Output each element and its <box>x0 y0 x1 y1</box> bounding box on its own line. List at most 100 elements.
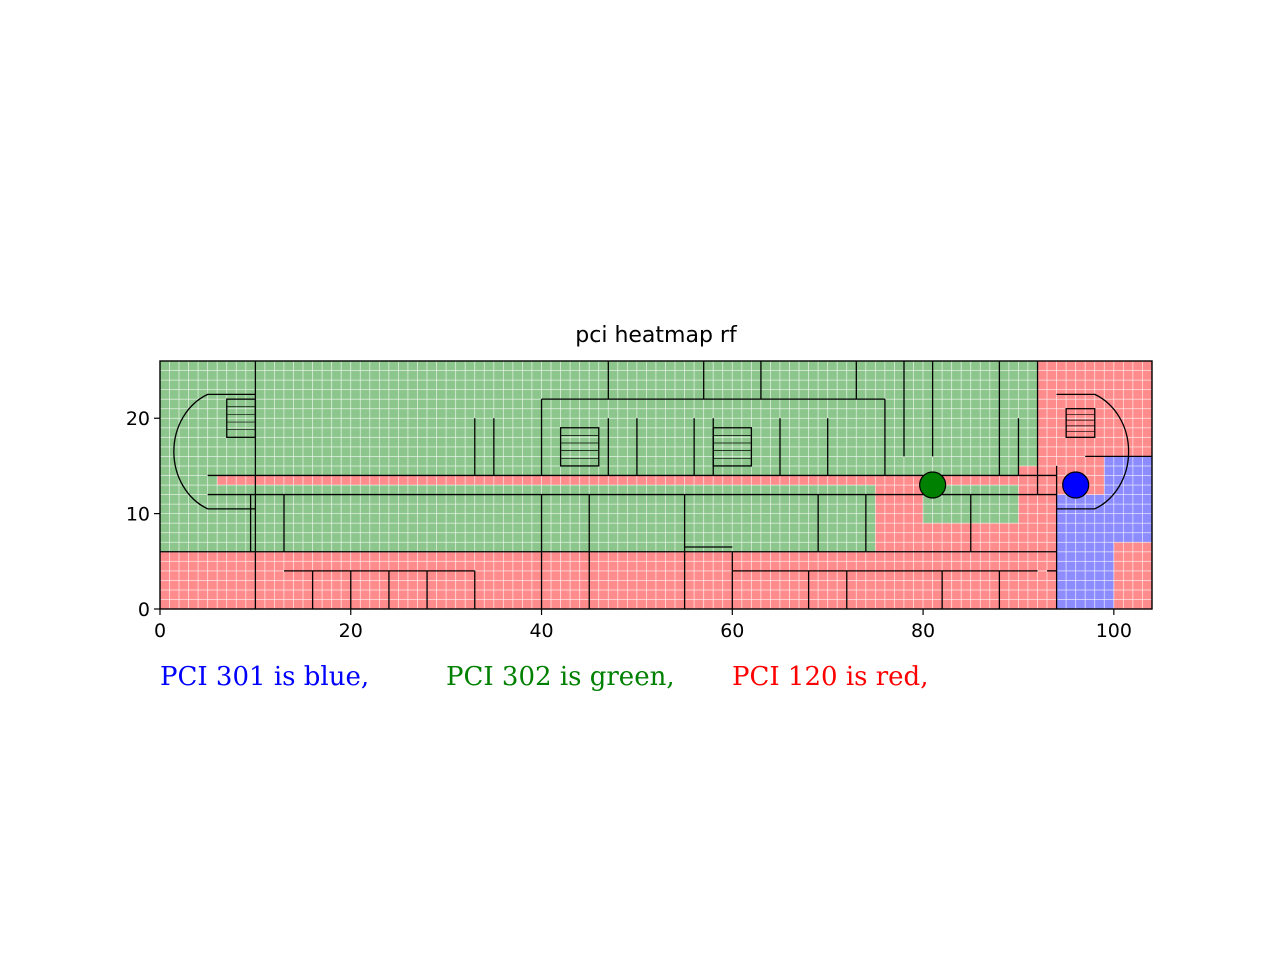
heatmap-cell-pci-302 <box>531 494 542 505</box>
heatmap-cell-pci-120 <box>798 599 810 609</box>
heatmap-cell-pci-120 <box>398 475 409 486</box>
heatmap-cell-pci-302 <box>160 532 170 543</box>
heatmap-cell-pci-302 <box>560 436 571 448</box>
heatmap-cell-pci-120 <box>1142 436 1152 448</box>
heatmap-cell-pci-302 <box>693 446 705 457</box>
heatmap-cell-pci-301 <box>1122 503 1134 515</box>
heatmap-cell-pci-302 <box>884 427 895 438</box>
heatmap-cell-pci-120 <box>1103 417 1115 429</box>
heatmap-cell-pci-302 <box>607 370 619 381</box>
heatmap-cell-pci-302 <box>264 389 275 400</box>
heatmap-cell-pci-302 <box>445 361 457 371</box>
heatmap-cell-pci-302 <box>932 455 943 467</box>
heatmap-cell-pci-120 <box>245 589 256 600</box>
heatmap-cell-pci-120 <box>1132 560 1143 572</box>
heatmap-cell-pci-302 <box>874 446 886 457</box>
heatmap-cell-pci-120 <box>293 551 304 562</box>
heatmap-cell-pci-302 <box>836 408 848 419</box>
heatmap-cell-pci-120 <box>951 570 962 581</box>
heatmap-cell-pci-302 <box>731 361 743 371</box>
heatmap-cell-pci-120 <box>1142 398 1152 410</box>
heatmap-cell-pci-120 <box>483 551 495 562</box>
heatmap-cell-pci-302 <box>1018 455 1029 467</box>
heatmap-cell-pci-120 <box>894 570 905 581</box>
heatmap-cell-pci-302 <box>979 389 991 400</box>
heatmap-cell-pci-302 <box>502 398 514 410</box>
heatmap-cell-pci-302 <box>188 408 199 419</box>
heatmap-cell-pci-302 <box>436 532 447 543</box>
heatmap-cell-pci-120 <box>655 579 666 591</box>
heatmap-cell-pci-302 <box>779 446 790 457</box>
heatmap-cell-pci-120 <box>903 484 914 495</box>
heatmap-cell-pci-120 <box>1132 427 1143 438</box>
heatmap-cell-pci-120 <box>407 599 418 609</box>
heatmap-cell-pci-120 <box>598 570 609 581</box>
heatmap-cell-pci-120 <box>1027 589 1038 600</box>
heatmap-cell-pci-302 <box>560 484 571 495</box>
heatmap-cell-pci-302 <box>894 417 905 429</box>
stairwell-box <box>712 427 753 467</box>
heatmap-cell-pci-120 <box>684 579 695 591</box>
heatmap-cell-pci-302 <box>197 532 209 543</box>
heatmap-cell-pci-302 <box>350 446 361 457</box>
heatmap-cell-pci-120 <box>1027 551 1038 562</box>
heatmap-cell-pci-120 <box>483 589 495 600</box>
heatmap-cell-pci-120 <box>235 589 247 600</box>
heatmap-cell-pci-301 <box>1084 570 1096 581</box>
heatmap-cell-pci-302 <box>226 541 237 553</box>
heatmap-cell-pci-302 <box>846 389 857 400</box>
heatmap-cell-pci-302 <box>607 522 619 534</box>
heatmap-cell-pci-302 <box>426 408 438 419</box>
heatmap-cell-pci-302 <box>827 455 838 467</box>
heatmap-cell-pci-302 <box>274 503 285 515</box>
heatmap-cell-pci-302 <box>293 436 304 448</box>
heatmap-cell-pci-302 <box>178 522 190 534</box>
heatmap-cell-pci-302 <box>445 379 457 391</box>
heatmap-cell-pci-302 <box>636 389 647 400</box>
heatmap-cell-pci-302 <box>407 427 418 438</box>
heatmap-cell-pci-302 <box>226 494 237 505</box>
heatmap-cell-pci-302 <box>646 455 657 467</box>
heatmap-cell-pci-301 <box>1075 522 1086 534</box>
heatmap-cell-pci-302 <box>922 427 934 438</box>
heatmap-cell-pci-302 <box>731 446 743 457</box>
heatmap-cell-pci-302 <box>846 513 857 524</box>
heatmap-cell-pci-120 <box>474 551 485 562</box>
heatmap-cell-pci-301 <box>1094 570 1105 581</box>
heatmap-cell-pci-120 <box>760 599 771 609</box>
heatmap-cell-pci-120 <box>1132 446 1143 457</box>
heatmap-cell-pci-120 <box>226 475 237 486</box>
heatmap-cell-pci-302 <box>579 465 590 476</box>
heatmap-cell-pci-120 <box>541 475 552 486</box>
heatmap-cell-pci-302 <box>903 379 914 391</box>
heatmap-cell-pci-120 <box>436 570 447 581</box>
heatmap-cell-pci-302 <box>541 513 552 524</box>
heatmap-cell-pci-120 <box>512 570 523 581</box>
heatmap-cell-pci-302 <box>665 532 676 543</box>
heatmap-cell-pci-120 <box>932 532 943 543</box>
heatmap-cell-pci-302 <box>178 503 190 515</box>
heatmap-cell-pci-302 <box>407 446 418 457</box>
heatmap-cell-pci-302 <box>378 427 390 438</box>
heatmap-cell-pci-302 <box>417 379 428 391</box>
heatmap-cell-pci-120 <box>789 475 800 486</box>
heatmap-cell-pci-302 <box>464 494 476 505</box>
heatmap-cell-pci-120 <box>789 589 800 600</box>
heatmap-cell-pci-302 <box>493 494 504 505</box>
heatmap-cell-pci-120 <box>1027 541 1038 553</box>
heatmap-cell-pci-302 <box>235 541 247 553</box>
heatmap-cell-pci-302 <box>836 379 848 391</box>
heatmap-cell-pci-120 <box>960 560 972 572</box>
heatmap-cell-pci-302 <box>874 455 886 467</box>
heatmap-cell-pci-120 <box>445 570 457 581</box>
heatmap-cell-pci-120 <box>1113 599 1124 609</box>
heatmap-cell-pci-302 <box>865 532 876 543</box>
heatmap-cell-pci-120 <box>951 579 962 591</box>
heatmap-cell-pci-302 <box>846 455 857 467</box>
heatmap-cell-pci-302 <box>235 370 247 381</box>
heatmap-cell-pci-302 <box>770 436 781 448</box>
heatmap-cell-pci-302 <box>674 522 686 534</box>
heatmap-cell-pci-120 <box>636 579 647 591</box>
heatmap-cell-pci-120 <box>636 589 647 600</box>
heatmap-cell-pci-302 <box>655 532 666 543</box>
